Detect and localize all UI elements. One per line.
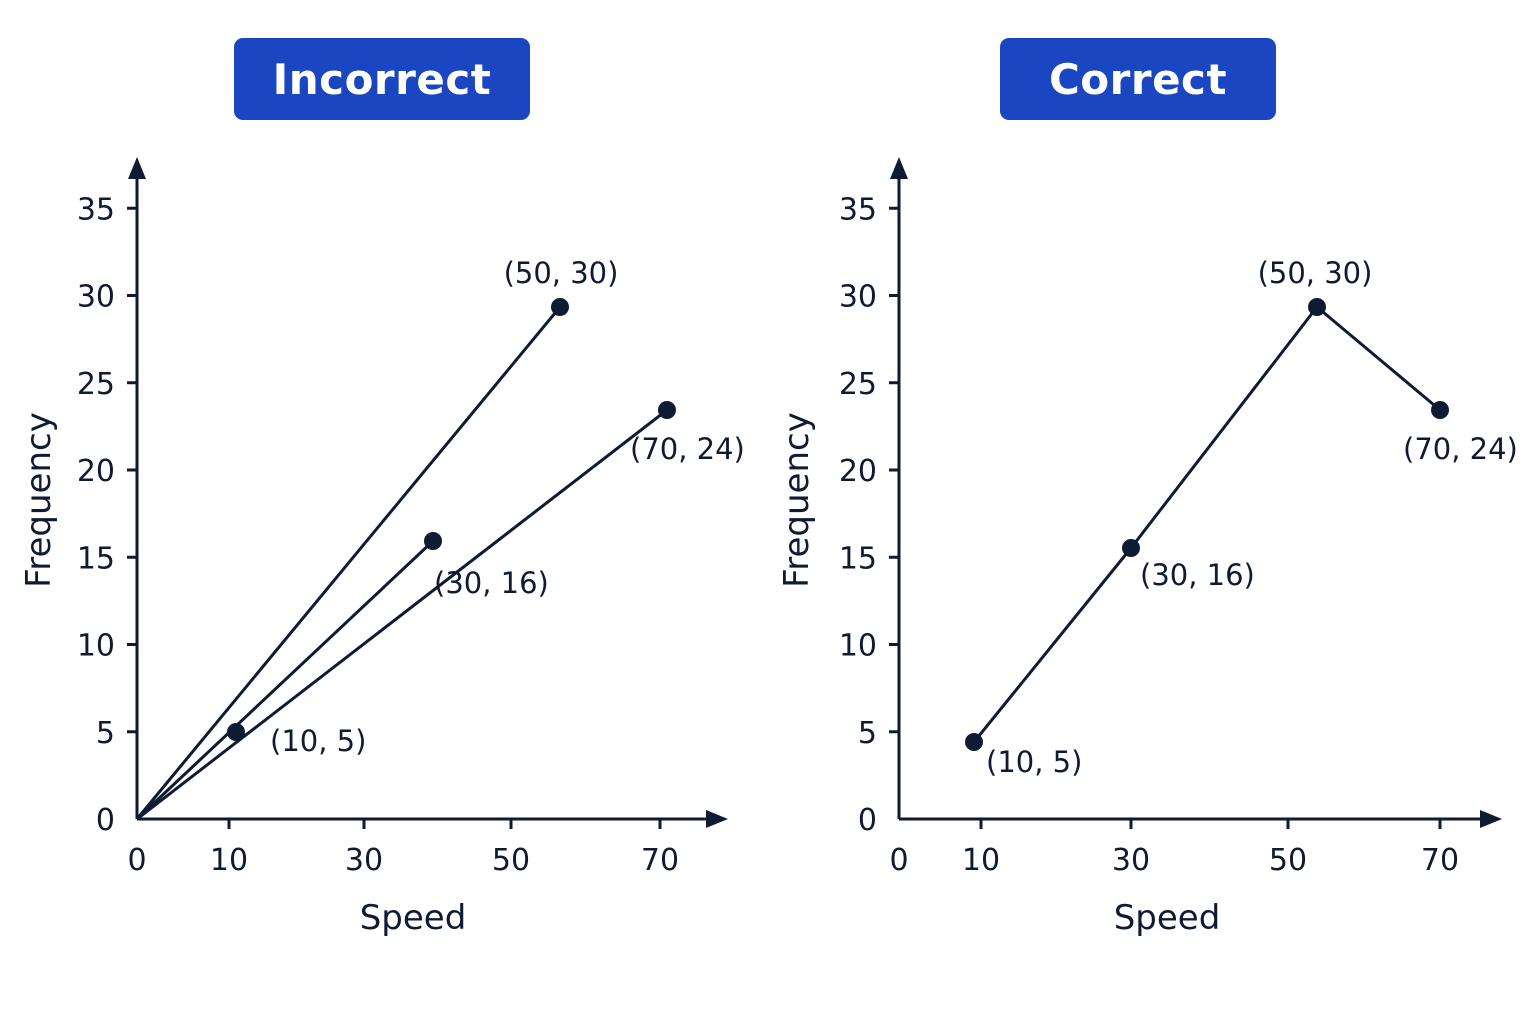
correct-y-tick-label: 30 <box>839 280 877 315</box>
correct-x-tick-label: 50 <box>1269 843 1307 878</box>
correct-y-tick-label: 20 <box>839 454 877 489</box>
correct-y-tick-label: 25 <box>839 367 877 402</box>
incorrect-y-tick-label: 35 <box>77 192 115 227</box>
correct-data-point <box>1431 401 1449 419</box>
correct-y-tick-label: 0 <box>858 803 877 838</box>
correct-data-point <box>1308 298 1326 316</box>
correct-y-tick-label: 5 <box>858 716 877 751</box>
correct-x-tick-label: 10 <box>962 843 1000 878</box>
incorrect-x-tick-label: 0 <box>127 843 146 878</box>
correct-x-tick-label: 30 <box>1112 843 1150 878</box>
incorrect-x-axis-arrow <box>706 810 728 828</box>
incorrect-y-axis-title: Frequency <box>19 412 59 588</box>
incorrect-x-axis-title: Speed <box>360 898 467 938</box>
correct-y-tick-label: 35 <box>839 192 877 227</box>
correct-y-axis-title: Frequency <box>777 412 817 588</box>
incorrect-data-point <box>551 298 569 316</box>
incorrect-y-tick-label: 10 <box>77 629 115 664</box>
incorrect-point-label: (30, 16) <box>434 566 549 600</box>
incorrect-point-label: (70, 24) <box>630 432 745 466</box>
incorrect-point-label: (50, 30) <box>504 256 619 290</box>
correct-series-line <box>972 305 1441 743</box>
incorrect-x-tick-label: 30 <box>345 843 383 878</box>
incorrect-data-point <box>227 723 245 741</box>
incorrect-x-tick-label: 70 <box>641 843 679 878</box>
incorrect-data-point <box>424 532 442 550</box>
incorrect-y-tick-label: 5 <box>96 716 115 751</box>
incorrect-y-tick-label: 30 <box>77 280 115 315</box>
incorrect-y-axis-arrow <box>128 157 146 179</box>
incorrect-x-tick-label: 10 <box>210 843 248 878</box>
incorrect-series-line <box>135 539 435 821</box>
incorrect-y-tick-label: 20 <box>77 454 115 489</box>
incorrect-x-tick-label: 50 <box>492 843 530 878</box>
correct-point-label: (10, 5) <box>986 745 1082 779</box>
correct-x-axis-arrow <box>1480 810 1502 828</box>
correct-x-tick-label: 70 <box>1421 843 1459 878</box>
incorrect-series-line <box>136 408 668 821</box>
incorrect-y-tick-label: 25 <box>77 367 115 402</box>
correct-data-point <box>965 733 983 751</box>
correct-data-point <box>1122 539 1140 557</box>
incorrect-series-line <box>135 306 562 820</box>
incorrect-data-point <box>658 401 676 419</box>
incorrect-point-label: (10, 5) <box>270 724 366 758</box>
incorrect-y-tick-label: 0 <box>96 803 115 838</box>
correct-point-label: (50, 30) <box>1258 256 1373 290</box>
correct-point-label: (30, 16) <box>1140 558 1255 592</box>
correct-y-tick-label: 15 <box>839 541 877 576</box>
correct-badge: Correct <box>1000 38 1276 120</box>
correct-x-axis-title: Speed <box>1114 898 1221 938</box>
correct-y-tick-label: 10 <box>839 629 877 664</box>
incorrect-y-tick-label: 15 <box>77 541 115 576</box>
correct-point-label: (70, 24) <box>1403 432 1518 466</box>
correct-y-axis-arrow <box>890 157 908 179</box>
incorrect-badge: Incorrect <box>234 38 530 120</box>
correct-x-tick-label: 0 <box>889 843 908 878</box>
